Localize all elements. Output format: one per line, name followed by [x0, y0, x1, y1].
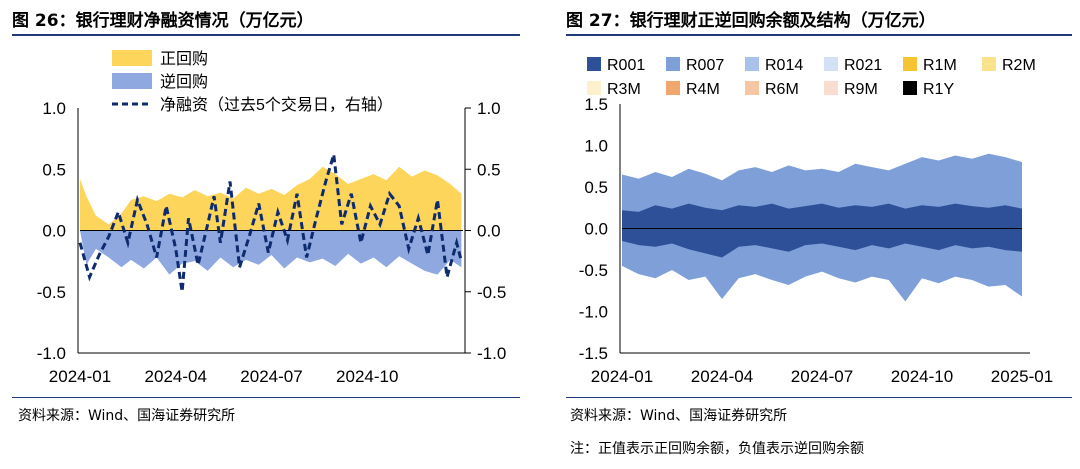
left-y2-tick: -0.5 — [477, 283, 506, 302]
repo-area — [80, 166, 462, 231]
left-y-tick: 1.0 — [42, 99, 66, 118]
right-x-tick-labels: 2024-01 2024-04 2024-07 2024-10 2025-01 — [591, 367, 1053, 386]
right-note-text: 注：正值表示正回购余额，负值表示逆回购余额 — [570, 441, 864, 457]
left-chart: 1.0 0.5 0.0 -0.5 -1.0 1.0 0.5 0.0 -0.5 -1.0 2024… — [37, 50, 506, 386]
right-y-tick: 0.0 — [584, 220, 608, 239]
right-y-tick: 1.5 — [584, 95, 608, 114]
legend-label-r021: R021 — [844, 57, 882, 74]
legend-label-r1m: R1M — [923, 57, 957, 74]
legend-swatch-r9m — [824, 81, 838, 95]
left-source-rule — [12, 397, 520, 398]
left-x-tick: 2024-10 — [336, 367, 398, 386]
legend-swatch-r6m — [745, 81, 759, 95]
legend-label-r014: R014 — [765, 57, 803, 74]
left-y-tick: -0.5 — [37, 283, 66, 302]
left-chart-areas — [80, 166, 462, 275]
right-chart: 1.51.00.50.0-0.5-1.0-1.5 2024-01 2024-04 2… — [579, 57, 1053, 386]
legend-label-r3m: R3M — [607, 81, 641, 98]
right-y-tick-labels: 1.5 1.0 0.5 0.0 -0.5 -1.0 -1.5 — [579, 95, 608, 363]
legend-repo-swatch — [112, 50, 152, 66]
left-y2-tick: 0.0 — [477, 222, 501, 241]
right-x-tick: 2025-01 — [991, 367, 1053, 386]
left-y2-tick-labels: 1.0 0.5 0.0 -0.5 -1.0 — [465, 99, 506, 363]
right-chart-title: 图 27：银行理财正逆回购余额及结构（万亿元） — [566, 11, 936, 31]
legend-swatch-r001 — [587, 57, 601, 71]
right-title-rule — [566, 34, 1072, 36]
legend-swatch-r3m — [587, 81, 601, 95]
left-y2-tick: -1.0 — [477, 344, 506, 363]
r001-positive-area — [622, 203, 1022, 229]
legend-swatch-r1y — [903, 81, 917, 95]
r001-negative-area — [622, 228, 1022, 258]
right-chart-areas — [622, 153, 1022, 302]
right-source-text: 资料来源：Wind、国海证券研究所 — [570, 408, 788, 424]
net-financing-line — [78, 154, 463, 292]
left-y2-tick: 1.0 — [477, 99, 501, 118]
legend-label-r007: R007 — [686, 57, 724, 74]
legend-label-r2m: R2M — [1002, 57, 1036, 74]
legend-label-r001: R001 — [607, 57, 645, 74]
right-x-tick: 2024-01 — [591, 367, 653, 386]
left-source-text: 资料来源：Wind、国海证券研究所 — [18, 408, 236, 424]
legend-swatch-r014 — [745, 57, 759, 71]
legend-label-r9m: R9M — [844, 81, 878, 98]
right-y-tick: -0.5 — [579, 261, 608, 280]
left-y-tick: -1.0 — [37, 344, 66, 363]
right-x-tick: 2024-10 — [891, 367, 953, 386]
legend-swatch-r1m — [903, 57, 917, 71]
legend-label-r4m: R4M — [686, 81, 720, 98]
left-y-tick: 0.0 — [42, 222, 66, 241]
legend-label-r1y: R1Y — [923, 81, 954, 98]
left-title-rule — [12, 34, 520, 36]
left-x-tick: 2024-01 — [49, 367, 111, 386]
left-x-tick-labels: 2024-01 2024-04 2024-07 2024-10 — [49, 367, 399, 386]
legend-net-label: 净融资（过去5个交易日，右轴） — [160, 96, 393, 114]
left-y2-tick: 0.5 — [477, 160, 501, 179]
left-net-line-group — [78, 154, 463, 292]
legend-swatch-r4m — [666, 81, 680, 95]
legend-swatch-r2m — [982, 57, 996, 71]
left-chart-title: 图 26：银行理财净融资情况（万亿元） — [12, 11, 314, 31]
right-x-tick: 2024-04 — [691, 367, 753, 386]
legend-label-r6m: R6M — [765, 81, 799, 98]
left-y-tick-labels: 1.0 0.5 0.0 -0.5 -1.0 — [37, 99, 66, 363]
right-y-tick: 0.5 — [584, 178, 608, 197]
legend-repo-label: 正回购 — [160, 50, 208, 68]
legend-swatch-r021 — [824, 57, 838, 71]
right-x-tick: 2024-07 — [791, 367, 853, 386]
right-source-rule — [566, 397, 1072, 398]
right-y-tick: -1.5 — [579, 344, 608, 363]
right-y-tick: 1.0 — [584, 137, 608, 156]
right-y-tick: -1.0 — [579, 303, 608, 322]
left-y-tick: 0.5 — [42, 160, 66, 179]
left-x-tick: 2024-07 — [240, 367, 302, 386]
legend-swatch-r007 — [666, 57, 680, 71]
right-legend: R001 R007 R014 R021 R1M R2M R3M R4M R6M R9M R1Y — [587, 57, 1036, 98]
legend-reverse-swatch — [112, 73, 152, 89]
left-x-tick: 2024-04 — [145, 367, 207, 386]
legend-reverse-label: 逆回购 — [160, 73, 208, 91]
